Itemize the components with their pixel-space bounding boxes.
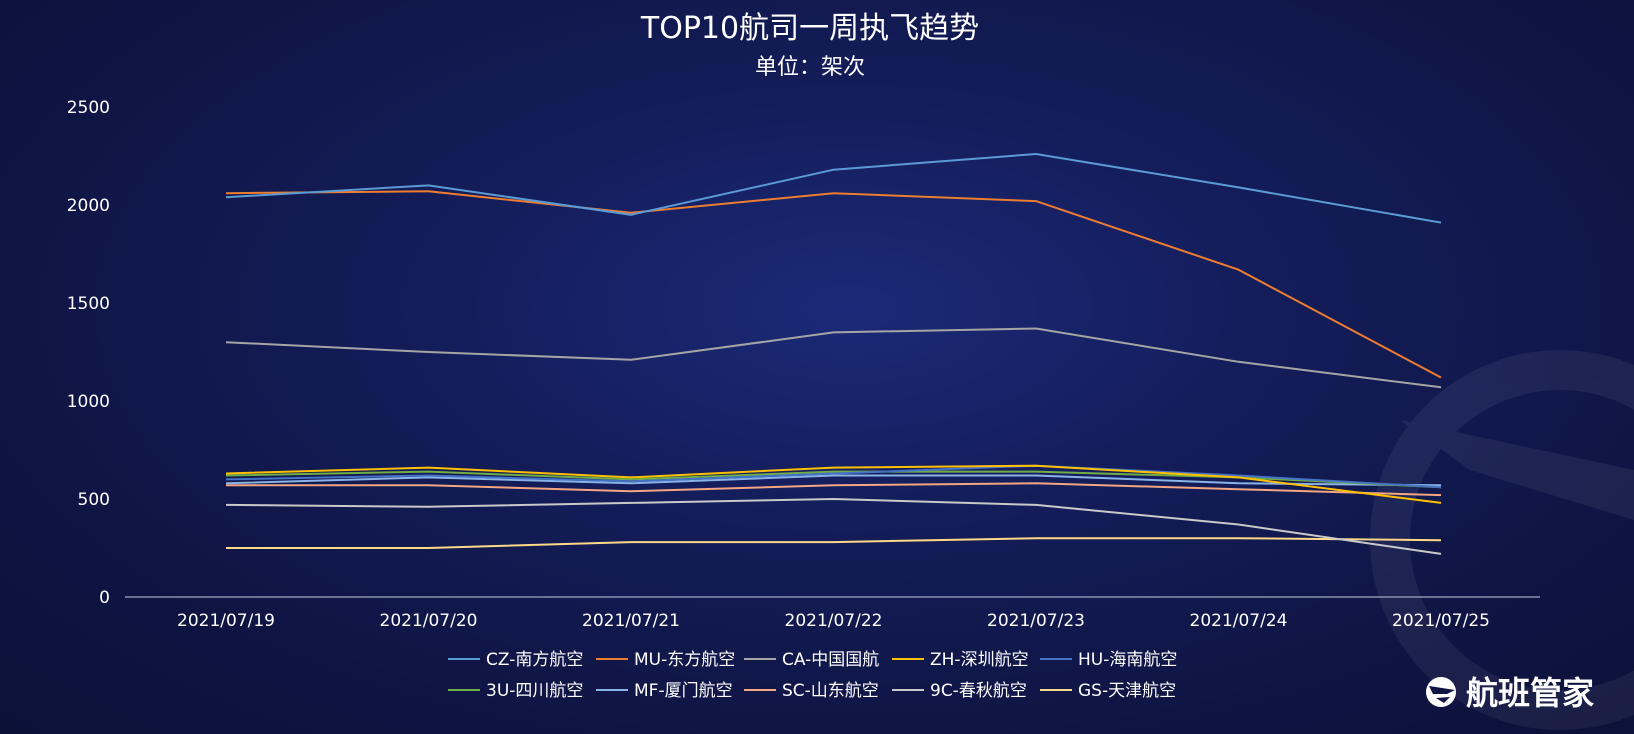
series-line-ZH-深圳航空 [225,464,1442,504]
y-tick-label: 1000 [67,392,110,412]
x-tick-label: 2021/07/19 [177,611,275,631]
legend-item[interactable]: SC-山东航空 [744,681,879,701]
flight-manager-logo-icon [1426,677,1456,707]
legend-item[interactable]: CA-中国国航 [744,650,879,670]
y-tick-label: 500 [78,490,110,510]
legend-label: ZH-深圳航空 [930,650,1029,670]
y-tick-label: 2000 [67,196,110,216]
chart-subtitle: 单位：架次 [755,55,865,80]
series-line-CA-中国国航 [225,327,1442,389]
legend-label: 9C-春秋航空 [930,681,1027,701]
x-axis: 2021/07/19 2021/07/20 2021/07/21 2021/07/22… [177,611,1490,631]
y-tick-label: 2500 [67,98,110,118]
x-tick-label: 2021/07/22 [785,611,883,631]
legend-label: CA-中国国航 [782,650,879,670]
legend-item[interactable]: 9C-春秋航空 [892,681,1027,701]
series-line-GS-天津航空 [226,537,1442,549]
brand-logo: 航班管家 [1426,674,1594,712]
legend-label: CZ-南方航空 [486,650,583,670]
legend-item[interactable]: 3U-四川航空 [448,681,583,701]
legend-item[interactable]: MU-东方航空 [596,650,735,670]
y-axis: 0 500 1000 1500 2000 2500 [67,98,110,608]
legend-item[interactable]: ZH-深圳航空 [892,650,1029,670]
y-tick-label: 1500 [67,294,110,314]
x-tick-label: 2021/07/21 [582,611,680,631]
x-tick-label: 2021/07/23 [987,611,1085,631]
series-line-9C-春秋航空 [225,497,1442,555]
legend-label: GS-天津航空 [1078,681,1176,701]
legend-item[interactable]: GS-天津航空 [1040,681,1176,701]
legend-label: MF-厦门航空 [634,681,733,701]
brand-name: 航班管家 [1466,674,1594,712]
legend-item[interactable]: MF-厦门航空 [596,681,733,701]
legend-label: SC-山东航空 [782,681,879,701]
x-tick-label: 2021/07/25 [1392,611,1490,631]
chart-title: TOP10航司一周执飞趋势 [640,11,979,46]
series-line-MF-厦门航空 [225,474,1442,487]
legend-label: MU-东方航空 [634,650,735,670]
series-group [225,152,1442,555]
y-tick-label: 0 [99,588,110,608]
series-line-SC-山东航空 [226,482,1442,497]
legend: CZ-南方航空 MU-东方航空 CA-中国国航 ZH-深圳航空 HU-海南航空 3U-四川… [448,650,1177,701]
legend-label: 3U-四川航空 [486,681,583,701]
x-tick-label: 2021/07/20 [380,611,478,631]
series-line-MU-东方航空 [225,190,1442,379]
legend-label: HU-海南航空 [1078,650,1177,670]
series-line-HU-海南航空 [225,464,1442,489]
x-tick-label: 2021/07/24 [1190,611,1288,631]
legend-item[interactable]: HU-海南航空 [1040,650,1177,670]
series-line-CZ-南方航空 [225,152,1442,224]
legend-item[interactable]: CZ-南方航空 [448,650,583,670]
